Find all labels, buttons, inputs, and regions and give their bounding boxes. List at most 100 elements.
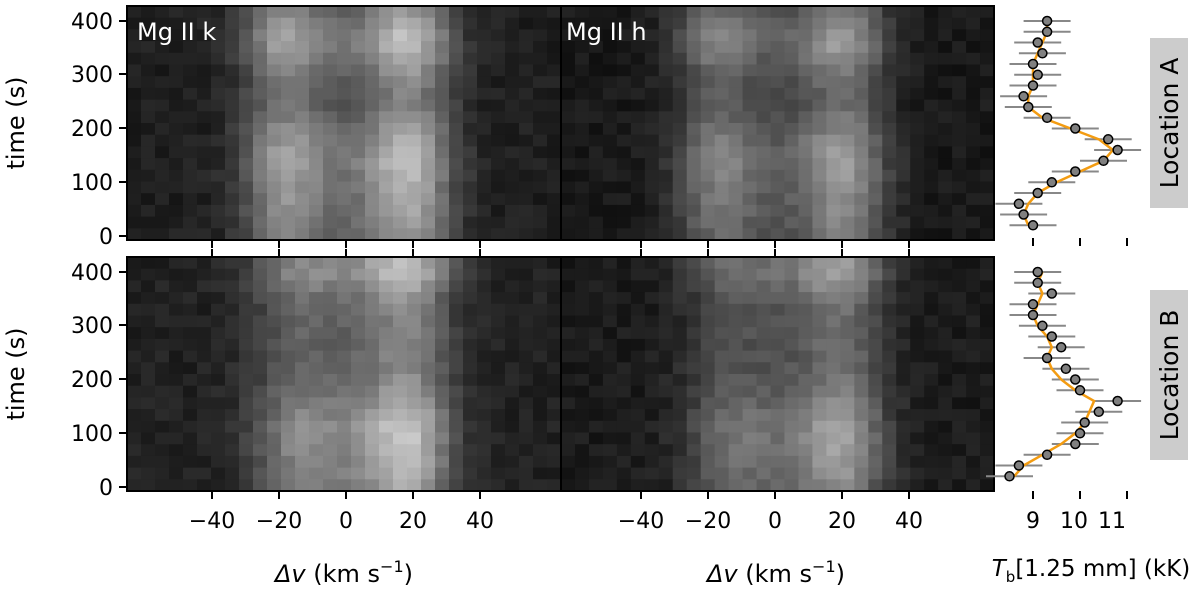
heatmap-cell xyxy=(169,41,184,54)
heatmap-cell xyxy=(756,52,772,66)
heatmap-cell xyxy=(169,479,184,491)
heatmap-cell xyxy=(896,397,911,410)
heatmap-cell xyxy=(966,146,981,159)
heatmap-cell xyxy=(379,6,394,19)
heatmap-cell xyxy=(533,134,548,147)
heatmap-cell xyxy=(966,467,981,480)
heatmap-cell xyxy=(141,146,156,159)
heatmap-cell xyxy=(421,123,436,136)
heatmap-cell xyxy=(868,64,883,77)
heatmap-cell xyxy=(980,29,994,42)
heatmap-cell xyxy=(742,479,758,491)
heatmap-cell xyxy=(505,216,520,229)
heatmap-cell xyxy=(561,87,576,101)
heatmap-cell xyxy=(421,327,436,340)
heatmap-cell xyxy=(770,17,786,30)
heatmap-cell xyxy=(924,6,939,19)
heatmap-cell xyxy=(323,467,338,480)
heatmap-cell xyxy=(644,268,660,281)
heatmap-cell xyxy=(379,409,394,422)
heatmap-cell xyxy=(211,87,226,101)
heatmap-cell xyxy=(602,169,618,183)
heatmap-cell xyxy=(225,432,240,445)
heatmap-cell xyxy=(491,303,506,317)
heatmap-cell xyxy=(505,467,520,480)
heatmap-cell xyxy=(239,432,254,445)
heatmap-cell xyxy=(519,169,534,183)
heatmap-cell xyxy=(644,64,660,77)
heatmap-cell xyxy=(952,87,967,101)
heatmap-cell xyxy=(896,467,911,480)
heatmap-cell xyxy=(868,6,883,19)
heatmap-cell xyxy=(630,158,646,171)
heatmap-cell xyxy=(700,29,716,42)
heatmap-cell xyxy=(924,41,939,54)
heatmap-cell xyxy=(826,158,841,171)
heatmap-cell xyxy=(533,17,548,30)
heatmap-cell xyxy=(253,479,268,491)
heatmap-cell xyxy=(616,204,632,218)
heatmap-cell xyxy=(281,409,296,422)
heatmap-cell xyxy=(463,29,478,42)
heatmap-cell xyxy=(798,216,814,229)
heatmap-cell xyxy=(602,292,618,305)
heatmap-cell xyxy=(323,204,338,218)
heatmap-cell xyxy=(379,257,394,270)
heatmap-cell xyxy=(547,17,562,30)
heatmap-cell xyxy=(155,292,170,305)
heatmap-cell xyxy=(840,280,855,293)
heatmap-cell xyxy=(141,64,156,77)
heatmap-cell xyxy=(351,397,366,410)
heatmap-cell xyxy=(155,228,170,240)
heatmap-cell xyxy=(658,397,674,410)
heatmap-cell xyxy=(826,303,841,317)
heatmap-cell xyxy=(323,420,338,434)
heatmap-cell xyxy=(630,444,646,457)
heatmap-cell xyxy=(616,315,632,328)
heatmap-cell xyxy=(407,303,422,317)
heatmap-cell xyxy=(505,181,520,194)
heatmap-cell xyxy=(742,432,758,445)
heatmap-cell xyxy=(658,134,674,147)
heatmap-cell xyxy=(323,362,338,375)
heatmap-cell xyxy=(910,327,925,340)
heatmap-cell xyxy=(672,303,688,317)
heatmap-cell xyxy=(910,303,925,317)
heatmap-cell xyxy=(798,315,814,328)
heatmap-cell xyxy=(686,444,702,457)
heatmap-cell xyxy=(770,257,786,270)
heatmap-cell xyxy=(980,385,994,398)
heatmap-cell xyxy=(574,111,590,124)
heatmap-cell xyxy=(267,204,282,218)
heatmap-cell xyxy=(966,432,981,445)
heatmap-cell xyxy=(980,76,994,89)
heatmap-cell xyxy=(840,444,855,457)
heatmap-cell xyxy=(295,204,310,218)
heatmap-cell xyxy=(561,181,576,194)
heatmap-cell xyxy=(561,374,576,387)
heatmap-cell xyxy=(798,169,814,183)
heatmap-cell xyxy=(477,257,492,270)
heatmap-cell xyxy=(588,228,604,240)
heatmap-cell xyxy=(141,292,156,305)
heatmap-cell xyxy=(854,338,869,352)
heatmap-cell xyxy=(533,268,548,281)
x-tick-label-k-40: 40 xyxy=(466,509,494,534)
heatmap-cell xyxy=(449,385,464,398)
heatmap-cell xyxy=(672,158,688,171)
heatmap-cell xyxy=(966,350,981,363)
heatmap-cell xyxy=(644,350,660,363)
y-axis-label-b: time (s) xyxy=(2,327,30,420)
heatmap-cell xyxy=(281,158,296,171)
heatmap-cell xyxy=(924,303,939,317)
heatmap-cell xyxy=(882,374,897,387)
heatmap-cell xyxy=(337,409,352,422)
heatmap-cell xyxy=(644,432,660,445)
heatmap-cell xyxy=(770,181,786,194)
x-tick-label-k-20: 20 xyxy=(399,509,427,534)
heatmap-cell xyxy=(253,204,268,218)
heatmap-cell xyxy=(616,397,632,410)
heatmap-cell xyxy=(742,87,758,101)
heatmap-cell xyxy=(225,420,240,434)
heatmap-cell xyxy=(435,350,450,363)
